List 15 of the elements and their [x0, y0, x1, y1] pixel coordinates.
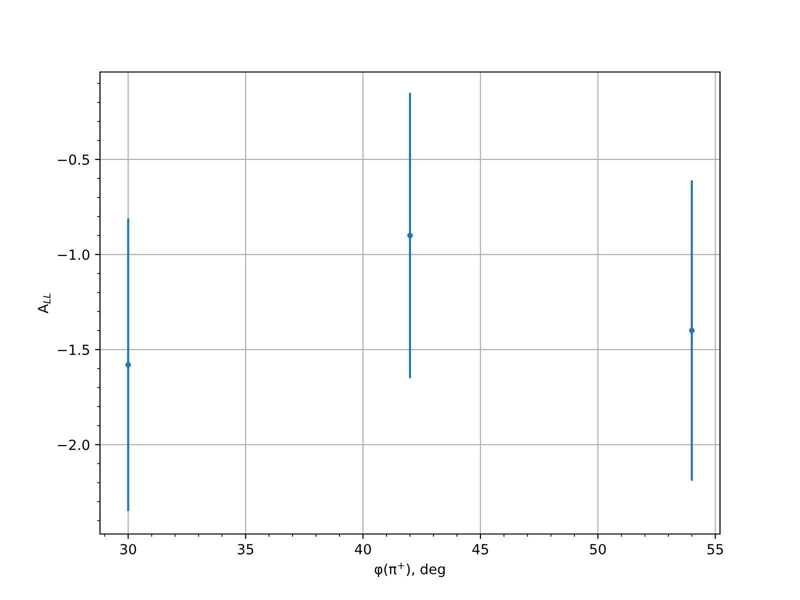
x-tick-label: 45 — [472, 544, 488, 554]
x-axis-title: φ(π$^{+}$), deg — [374, 562, 445, 578]
y-tick-label: −1.0 — [58, 249, 90, 260]
y-tick-label: −0.5 — [58, 154, 90, 165]
y-tick-label: −1.5 — [58, 344, 90, 356]
x-tick-label: 40 — [354, 544, 371, 554]
x-tick-label: 50 — [590, 544, 606, 554]
point — [689, 328, 695, 334]
y-tick-label: −2.0 — [58, 440, 90, 450]
point — [125, 362, 131, 368]
y-axis-title: A$_{LL}$ — [38, 294, 50, 314]
x-tick-label: 35 — [238, 544, 254, 554]
x-tick-label: 55 — [708, 544, 723, 554]
x-tick-label: 30 — [120, 544, 136, 554]
point — [407, 232, 413, 238]
